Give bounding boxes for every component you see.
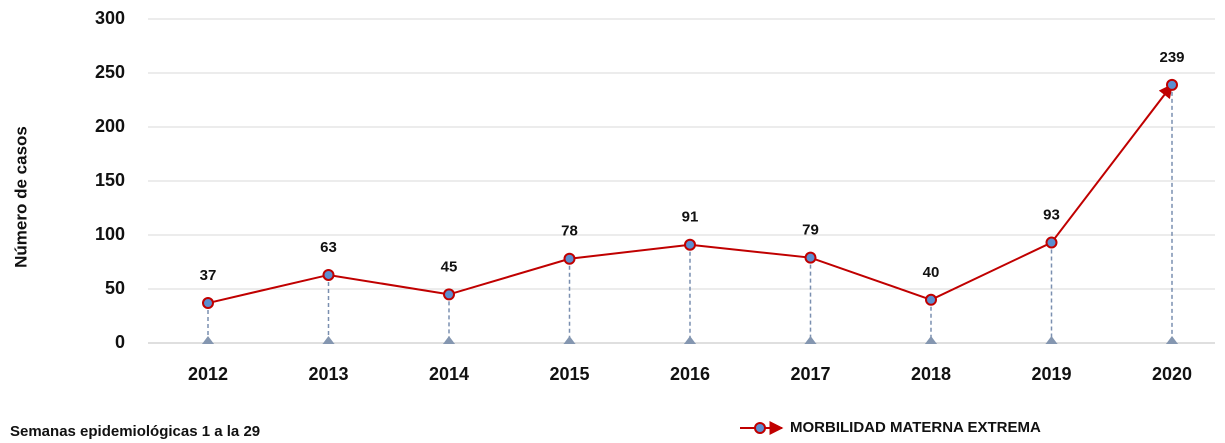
base-marker <box>443 336 455 344</box>
base-marker <box>1045 336 1058 344</box>
y-tick-label: 150 <box>95 170 125 190</box>
x-tick-label: 2016 <box>670 364 710 384</box>
x-tick-label: 2012 <box>188 364 228 384</box>
data-label: 93 <box>1043 207 1060 224</box>
data-label: 40 <box>923 264 940 281</box>
data-label: 45 <box>441 258 458 275</box>
data-label: 79 <box>802 222 819 239</box>
x-tick-label: 2014 <box>429 364 469 384</box>
x-tick-label: 2017 <box>790 364 830 384</box>
y-tick-label: 100 <box>95 224 125 244</box>
y-tick-label: 300 <box>95 8 125 28</box>
x-axis-label: Semanas epidemiológicas 1 a la 29 <box>10 423 260 440</box>
point-marker <box>684 238 696 251</box>
x-tick-label: 2019 <box>1031 364 1071 384</box>
point-marker <box>202 297 214 310</box>
y-tick-label: 0 <box>115 332 125 352</box>
data-label: 78 <box>561 223 578 240</box>
legend-marker <box>754 422 766 434</box>
point-marker <box>563 252 576 265</box>
point-marker <box>443 288 455 301</box>
y-tick-label: 200 <box>95 116 125 136</box>
x-tick-label: 2018 <box>911 364 951 384</box>
point-marker <box>322 268 335 281</box>
x-tick-label: 2015 <box>549 364 589 384</box>
point-marker <box>1166 78 1178 91</box>
data-label: 91 <box>682 209 699 226</box>
base-marker <box>322 336 335 344</box>
point-marker <box>925 293 937 306</box>
x-tick-label: 2013 <box>308 364 348 384</box>
data-label: 37 <box>200 267 217 284</box>
base-marker <box>925 336 937 344</box>
base-marker <box>202 336 214 344</box>
base-marker <box>563 336 576 344</box>
legend: MORBILIDAD MATERNA EXTREMA <box>740 419 1041 436</box>
point-marker <box>1045 236 1058 249</box>
y-tick-label: 250 <box>95 62 125 82</box>
point-marker <box>804 251 817 264</box>
base-marker <box>1166 336 1178 344</box>
legend-label: MORBILIDAD MATERNA EXTREMA <box>790 419 1041 436</box>
y-axis-label: Número de casos <box>11 126 30 268</box>
base-marker <box>684 336 696 344</box>
x-tick-label: 2020 <box>1152 364 1192 384</box>
data-label: 63 <box>320 239 337 256</box>
data-label: 239 <box>1159 49 1184 66</box>
series-line <box>207 83 1173 305</box>
y-tick-label: 50 <box>105 278 125 298</box>
base-marker <box>804 336 817 344</box>
